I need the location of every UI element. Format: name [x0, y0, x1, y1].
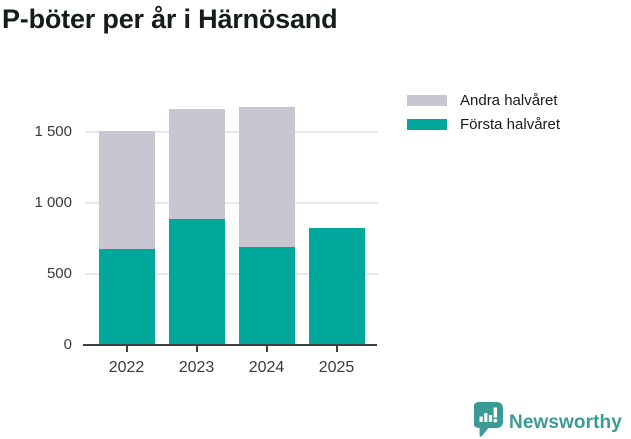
legend-label: Andra halvåret	[460, 92, 558, 109]
x-axis-tick-label: 2023	[178, 359, 215, 376]
x-axis-tick-mark	[195, 346, 198, 352]
gridline-1000	[85, 202, 378, 204]
bar-2024-andra-halvåret	[238, 107, 295, 247]
x-axis-tick-label: 2022	[108, 359, 145, 376]
bar-2023-andra-halvåret	[168, 109, 225, 220]
y-axis-tick-label: 500	[46, 265, 72, 282]
x-axis-tick-mark	[335, 346, 338, 352]
y-axis-tick-label: 1 500	[34, 123, 72, 140]
newsworthy-brand: Newsworthy	[473, 402, 622, 439]
bar-2022-första-halvåret	[98, 249, 155, 345]
bar-2023-första-halvåret	[168, 219, 225, 345]
chart-legend: Andra halvåret Första halvåret	[407, 92, 561, 143]
legend-label: Första halvåret	[460, 116, 561, 133]
bar-2024-första-halvåret	[238, 247, 295, 345]
bar-2025-första-halvåret	[308, 227, 365, 345]
legend-swatch-andra-halvaret-icon	[407, 95, 447, 106]
legend-item-forsta-halvaret: Första halvåret	[407, 116, 561, 133]
x-axis-tick-mark	[265, 346, 268, 352]
newsworthy-logo-icon	[473, 402, 503, 439]
x-axis-tick-mark	[125, 346, 128, 352]
legend-item-andra-halvaret: Andra halvåret	[407, 92, 560, 109]
x-axis-tick-label: 2024	[248, 359, 285, 376]
y-axis-tick-label: 0	[63, 336, 72, 353]
legend-swatch-forsta-halvaret-icon	[407, 119, 447, 130]
chart-title: P-böter per år i Härnösand	[2, 4, 338, 34]
gridline-1500	[85, 131, 378, 133]
gridline-500	[85, 273, 378, 275]
x-axis-tick-label: 2025	[318, 359, 355, 376]
x-axis-line	[83, 344, 377, 346]
newsworthy-brand-text: Newsworthy	[509, 411, 622, 433]
bar-2022-andra-halvåret	[98, 130, 155, 250]
y-axis-tick-label: 1 000	[34, 194, 72, 211]
